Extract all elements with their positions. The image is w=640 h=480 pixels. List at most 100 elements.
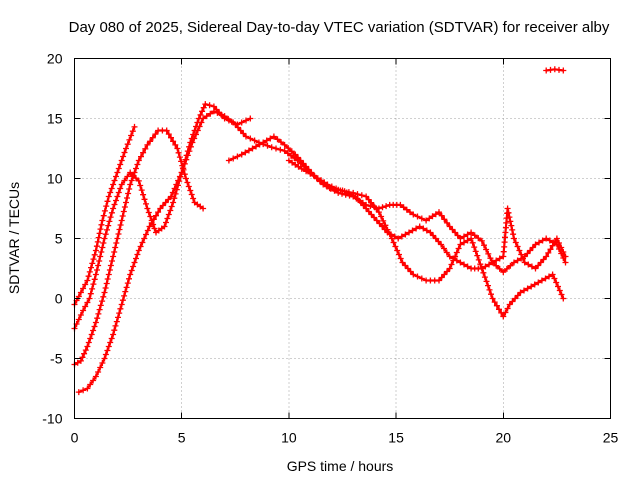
data-point	[375, 209, 382, 216]
data-point	[500, 269, 507, 276]
data-point	[472, 248, 479, 255]
data-point	[273, 145, 279, 152]
data-point	[105, 193, 112, 200]
data-point	[345, 189, 352, 196]
data-point	[392, 243, 399, 250]
data-point	[321, 179, 328, 186]
data-point	[186, 148, 193, 155]
data-point	[549, 271, 556, 278]
data-point	[553, 279, 560, 286]
data-point	[376, 220, 383, 227]
data-point	[123, 284, 130, 291]
data-point	[133, 165, 139, 172]
data-point	[444, 268, 450, 275]
data-point	[446, 253, 453, 260]
data-point	[238, 119, 245, 126]
data-point	[77, 312, 84, 318]
data-point	[426, 215, 433, 222]
data-point	[214, 109, 221, 116]
data-point	[448, 261, 455, 268]
data-point	[418, 215, 425, 222]
data-point	[441, 271, 448, 278]
data-point	[117, 185, 124, 192]
data-point	[84, 277, 91, 284]
data-point	[390, 239, 397, 246]
data-point	[110, 253, 117, 260]
data-point	[397, 201, 404, 208]
data-point	[164, 215, 171, 222]
data-point	[506, 301, 513, 308]
data-point	[104, 276, 111, 282]
data-point	[488, 291, 494, 298]
data-point	[113, 240, 120, 246]
data-point	[508, 222, 515, 229]
data-point	[521, 259, 528, 266]
data-point	[203, 113, 210, 120]
data-point	[90, 256, 97, 263]
data-point	[121, 204, 128, 210]
y-tick-label: 15	[47, 111, 63, 127]
data-point	[260, 139, 267, 146]
data-point	[245, 147, 252, 154]
data-point	[410, 271, 417, 278]
data-point	[468, 235, 475, 242]
data-point	[84, 343, 91, 350]
data-point	[97, 253, 104, 260]
data-point	[77, 289, 84, 296]
data-point	[407, 268, 414, 275]
series-track-7	[543, 66, 567, 74]
chart-title: Day 080 of 2025, Sidereal Day-to-day VTE…	[69, 19, 610, 36]
data-point	[394, 247, 401, 254]
data-point	[489, 295, 496, 302]
data-point	[94, 238, 101, 245]
data-point	[295, 163, 302, 170]
data-point	[163, 219, 169, 226]
data-point	[558, 244, 565, 251]
data-point	[121, 149, 128, 156]
data-point	[79, 354, 86, 361]
data-point	[200, 205, 207, 212]
data-point	[247, 115, 254, 122]
data-point	[111, 177, 118, 184]
data-point	[91, 276, 98, 283]
x-tick-label: 25	[603, 430, 619, 446]
data-point	[373, 217, 380, 224]
data-point	[144, 227, 151, 234]
data-point	[355, 196, 361, 203]
data-point	[414, 273, 421, 280]
data-point	[107, 214, 114, 221]
data-point	[436, 209, 442, 216]
data-point	[402, 262, 409, 269]
data-point	[264, 142, 271, 149]
data-point	[147, 213, 154, 220]
data-point	[485, 250, 492, 257]
data-point	[444, 219, 450, 226]
data-point	[546, 273, 552, 280]
y-axis-title: SDTVAR / TECUs	[6, 182, 22, 294]
data-point	[145, 209, 152, 216]
data-point	[455, 245, 462, 252]
data-point	[87, 335, 94, 342]
data-point	[295, 154, 301, 161]
data-point	[478, 237, 485, 244]
data-point	[461, 261, 467, 268]
data-point	[461, 239, 467, 246]
data-point	[553, 235, 560, 242]
data-point	[493, 302, 500, 309]
data-point	[155, 209, 162, 216]
data-point	[423, 217, 430, 224]
data-point	[371, 214, 378, 221]
data-point	[543, 235, 550, 242]
data-point	[110, 181, 117, 188]
data-point	[106, 267, 113, 273]
data-point	[464, 237, 471, 244]
data-point	[137, 243, 144, 250]
data-point	[118, 157, 125, 164]
data-point	[243, 117, 249, 124]
data-point	[194, 127, 201, 134]
data-point	[481, 242, 487, 249]
data-point	[127, 271, 134, 278]
data-point	[529, 244, 536, 251]
